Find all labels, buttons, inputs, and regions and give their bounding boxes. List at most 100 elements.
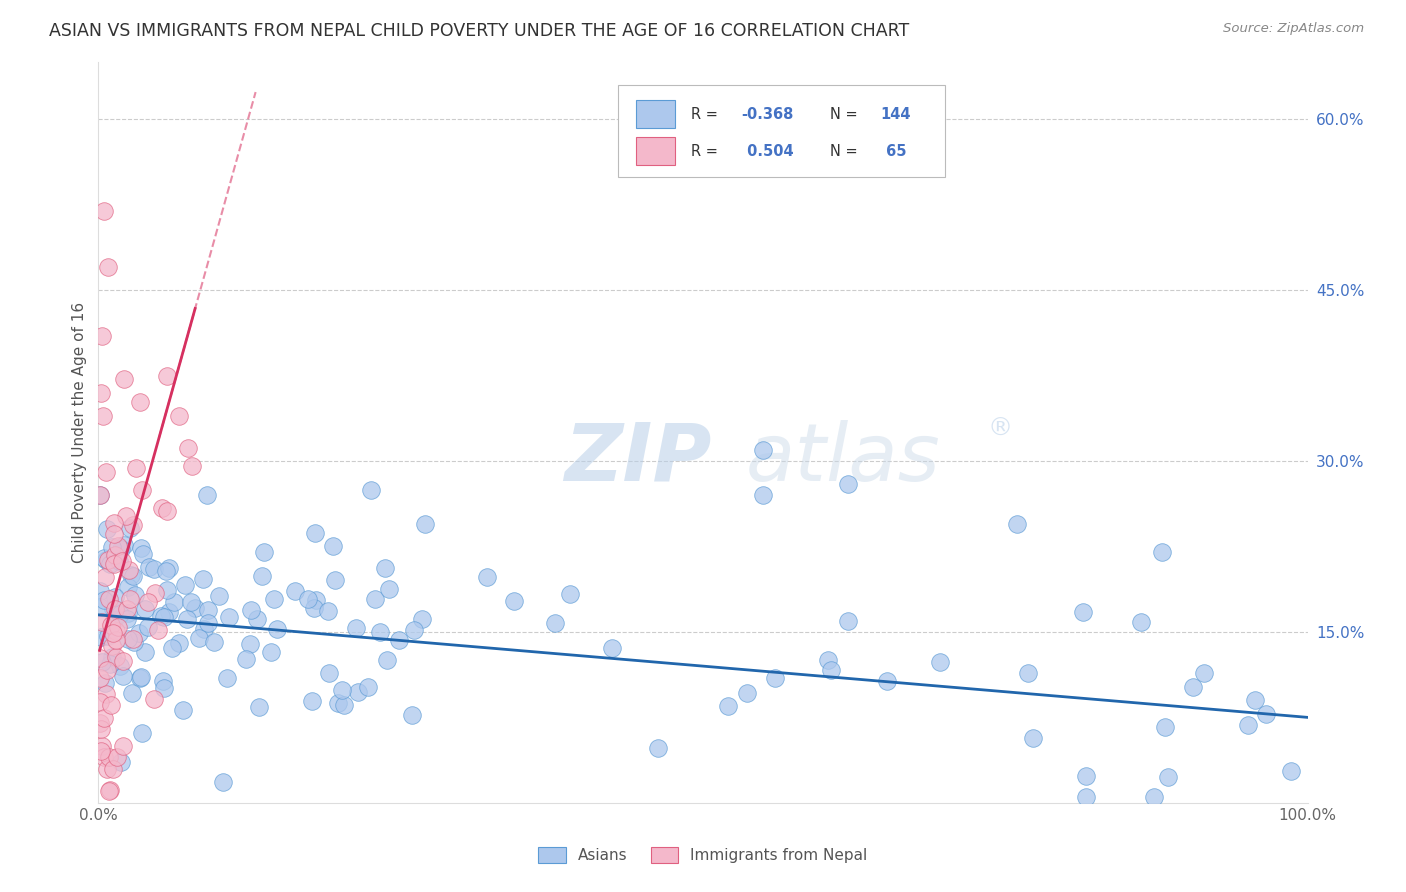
Point (1254, 707, 1277, 722)
Point (876, 674, 898, 689)
Point (107, 620, 129, 634)
Point (94, 687, 117, 701)
Point (112, 537, 135, 551)
Point (191, 572, 214, 586)
Point (239, 637, 262, 651)
Point (1237, 718, 1260, 732)
Point (837, 476, 859, 491)
Point (558, 587, 581, 601)
Point (156, 583, 179, 598)
Point (156, 369, 179, 384)
Point (195, 488, 218, 502)
Point (1071, 605, 1094, 619)
Point (101, 540, 124, 554)
Point (89, 583, 111, 598)
Point (247, 699, 270, 714)
Point (89, 715, 111, 730)
Point (1279, 764, 1302, 778)
Point (98, 783, 121, 797)
Point (97, 784, 120, 798)
Point (1157, 771, 1180, 785)
Point (1243, 693, 1265, 707)
Point (124, 588, 146, 602)
Point (212, 775, 235, 789)
Point (197, 603, 219, 617)
Point (91, 739, 114, 753)
Point (90, 385, 112, 400)
Point (121, 569, 143, 583)
Point (103, 601, 125, 615)
Point (94, 570, 117, 584)
Point (122, 634, 145, 648)
Point (763, 672, 786, 686)
Point (111, 554, 134, 568)
Point (103, 613, 125, 627)
Point (93, 750, 115, 764)
Point (101, 762, 124, 776)
Point (121, 517, 143, 532)
Point (110, 659, 132, 673)
Point (93, 711, 115, 725)
Point (929, 655, 952, 669)
Point (153, 681, 176, 695)
Point (1074, 790, 1097, 805)
Point (197, 616, 219, 631)
Text: ZIP: ZIP (564, 419, 711, 498)
Point (110, 755, 132, 769)
Text: R =: R = (690, 107, 723, 122)
Point (136, 594, 159, 608)
Point (162, 595, 184, 609)
Point (817, 653, 839, 667)
Point (108, 607, 131, 621)
Point (143, 562, 166, 576)
Point (104, 601, 127, 615)
Point (752, 442, 775, 457)
Text: 144: 144 (880, 107, 911, 122)
Point (121, 686, 143, 700)
Point (105, 650, 128, 665)
Point (1022, 731, 1045, 745)
Point (368, 624, 391, 639)
Text: atlas: atlas (745, 419, 941, 498)
Point (318, 666, 340, 681)
Point (600, 640, 623, 655)
Point (735, 686, 758, 700)
Point (260, 645, 283, 659)
Point (344, 621, 367, 635)
Point (143, 691, 166, 706)
Point (145, 586, 167, 600)
Point (94, 466, 117, 480)
Point (388, 632, 411, 647)
Point (332, 698, 354, 712)
Point (304, 525, 326, 540)
Point (118, 521, 141, 535)
Point (93, 551, 115, 566)
Point (477, 570, 499, 584)
Point (96, 663, 118, 677)
Point (176, 442, 198, 456)
Point (131, 483, 153, 497)
Point (91, 656, 114, 670)
Point (91, 328, 114, 343)
Text: N =: N = (830, 144, 862, 159)
Point (118, 563, 141, 577)
Point (330, 682, 353, 697)
Point (108, 554, 131, 568)
Point (235, 652, 257, 666)
Text: -0.368: -0.368 (742, 107, 794, 122)
Point (101, 650, 124, 665)
Point (1129, 615, 1152, 629)
Text: R =: R = (690, 144, 723, 159)
Text: Source: ZipAtlas.com: Source: ZipAtlas.com (1223, 22, 1364, 36)
Point (138, 560, 160, 574)
Point (118, 592, 141, 607)
Point (322, 540, 344, 554)
Point (94, 676, 117, 690)
Point (150, 608, 173, 623)
Point (752, 488, 775, 502)
Point (148, 624, 170, 638)
Point (240, 603, 263, 617)
FancyBboxPatch shape (619, 85, 945, 178)
Point (97, 553, 120, 567)
Point (100, 698, 122, 713)
